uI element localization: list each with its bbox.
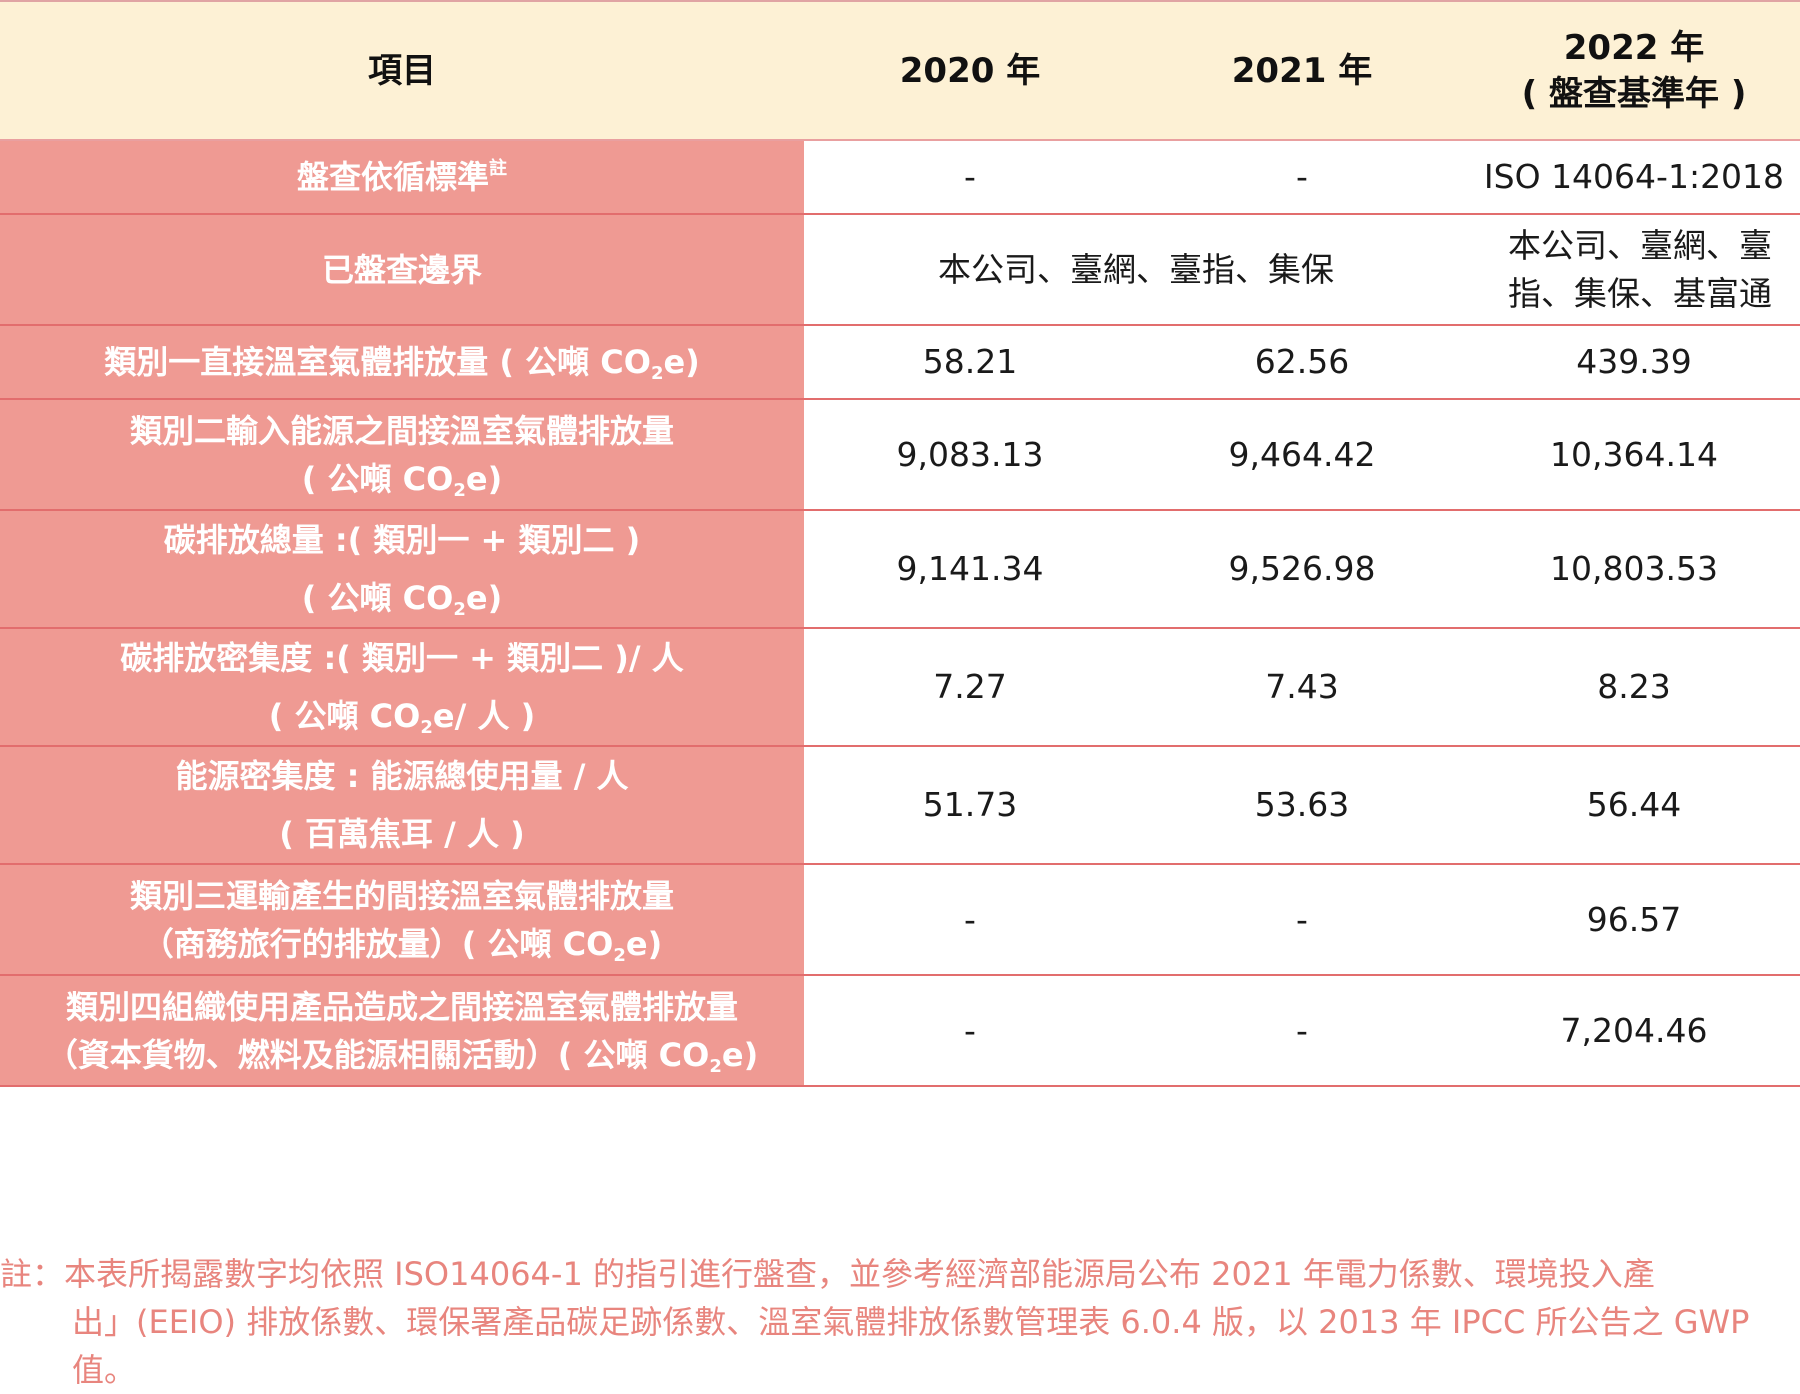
header-2021: 2021 年 [1136, 0, 1468, 141]
cell-2021: 53.63 [1136, 746, 1468, 865]
cell-2020: 58.21 [804, 325, 1136, 400]
cell-2020: - [804, 864, 1136, 976]
footnote: 註：本表所揭露數字均依照 ISO14064-1 的指引進行盤查，並參考經濟部能源… [0, 1250, 1790, 1394]
row-label: 類別四組織使用產品造成之間接溫室氣體排放量 （資本貨物、燃料及能源相關活動）( … [0, 975, 804, 1087]
header-2020: 2020 年 [804, 0, 1136, 141]
cell-2022: ISO 14064-1:2018 [1468, 140, 1800, 215]
row-label: 能源密集度 : 能源總使用量 / 人 ( 百萬焦耳 / 人 ) [0, 746, 804, 865]
cell-2022: 56.44 [1468, 746, 1800, 865]
cell-2020-2021: 本公司、臺網、臺指、集保 [804, 214, 1468, 326]
row-label: 類別一直接溫室氣體排放量 ( 公噸 CO2e) [0, 325, 804, 400]
row-total: 碳排放總量 :( 類別一 + 類別二 ) ( 公噸 CO2e) 9,141.34… [0, 510, 1800, 629]
cell-2020: - [804, 975, 1136, 1087]
header-2022: 2022 年 ( 盤查基準年 ) [1468, 0, 1800, 141]
cell-2022: 96.57 [1468, 864, 1800, 976]
row-intensity: 碳排放密集度 :( 類別一 + 類別二 )/ 人 ( 公噸 CO2e/ 人 ) … [0, 628, 1800, 747]
row-scope3: 類別三運輸產生的間接溫室氣體排放量 （商務旅行的排放量）( 公噸 CO2e) -… [0, 864, 1800, 976]
row-label: 盤查依循標準註 [0, 140, 804, 215]
row-standard: 盤查依循標準註 - - ISO 14064-1:2018 [0, 140, 1800, 215]
footnote-continuation: 出」(EEIO) 排放係數、環保署產品碳足跡係數、溫室氣體排放係數管理表 6.0… [72, 1303, 1750, 1389]
row-label: 碳排放總量 :( 類別一 + 類別二 ) ( 公噸 CO2e) [0, 510, 804, 629]
cell-2021: - [1136, 975, 1468, 1087]
cell-2022: 7,204.46 [1468, 975, 1800, 1087]
cell-2021: - [1136, 140, 1468, 215]
cell-2022: 439.39 [1468, 325, 1800, 400]
row-label: 碳排放密集度 :( 類別一 + 類別二 )/ 人 ( 公噸 CO2e/ 人 ) [0, 628, 804, 747]
cell-2020: 7.27 [804, 628, 1136, 747]
row-scope2: 類別二輸入能源之間接溫室氣體排放量 ( 公噸 CO2e) 9,083.13 9,… [0, 399, 1800, 511]
cell-2022: 本公司、臺網、臺 指、集保、基富通 [1468, 214, 1800, 326]
cell-2021: 7.43 [1136, 628, 1468, 747]
note-marker: 註 [489, 158, 507, 179]
row-scope1: 類別一直接溫室氣體排放量 ( 公噸 CO2e) 58.21 62.56 439.… [0, 325, 1800, 400]
cell-2021: 62.56 [1136, 325, 1468, 400]
footnote-line1: 註：本表所揭露數字均依照 ISO14064-1 的指引進行盤查，並參考經濟部能源… [0, 1255, 1655, 1293]
cell-2020: 9,141.34 [804, 510, 1136, 629]
cell-2022: 10,803.53 [1468, 510, 1800, 629]
cell-2022: 8.23 [1468, 628, 1800, 747]
ghg-inventory-table: 項目 2020 年 2021 年 2022 年 ( 盤查基準年 ) 盤查依循標準… [0, 0, 1800, 1087]
cell-2020: 9,083.13 [804, 399, 1136, 511]
cell-2021: 9,526.98 [1136, 510, 1468, 629]
row-energy: 能源密集度 : 能源總使用量 / 人 ( 百萬焦耳 / 人 ) 51.73 53… [0, 746, 1800, 865]
row-boundary: 已盤查邊界 本公司、臺網、臺指、集保 本公司、臺網、臺 指、集保、基富通 [0, 214, 1800, 326]
row-label: 已盤查邊界 [0, 214, 804, 326]
cell-2022: 10,364.14 [1468, 399, 1800, 511]
header-2022-baseline: ( 盤查基準年 ) [1521, 73, 1747, 114]
cell-2021: 9,464.42 [1136, 399, 1468, 511]
row-scope4: 類別四組織使用產品造成之間接溫室氣體排放量 （資本貨物、燃料及能源相關活動）( … [0, 975, 1800, 1087]
row-label: 類別三運輸產生的間接溫室氣體排放量 （商務旅行的排放量）( 公噸 CO2e) [0, 864, 804, 976]
header-row: 項目 2020 年 2021 年 2022 年 ( 盤查基準年 ) [0, 0, 1800, 141]
cell-2020: 51.73 [804, 746, 1136, 865]
header-item: 項目 [0, 0, 804, 141]
row-label: 類別二輸入能源之間接溫室氣體排放量 ( 公噸 CO2e) [0, 399, 804, 511]
header-2022-year: 2022 年 [1563, 27, 1705, 68]
cell-2020: - [804, 140, 1136, 215]
cell-2021: - [1136, 864, 1468, 976]
